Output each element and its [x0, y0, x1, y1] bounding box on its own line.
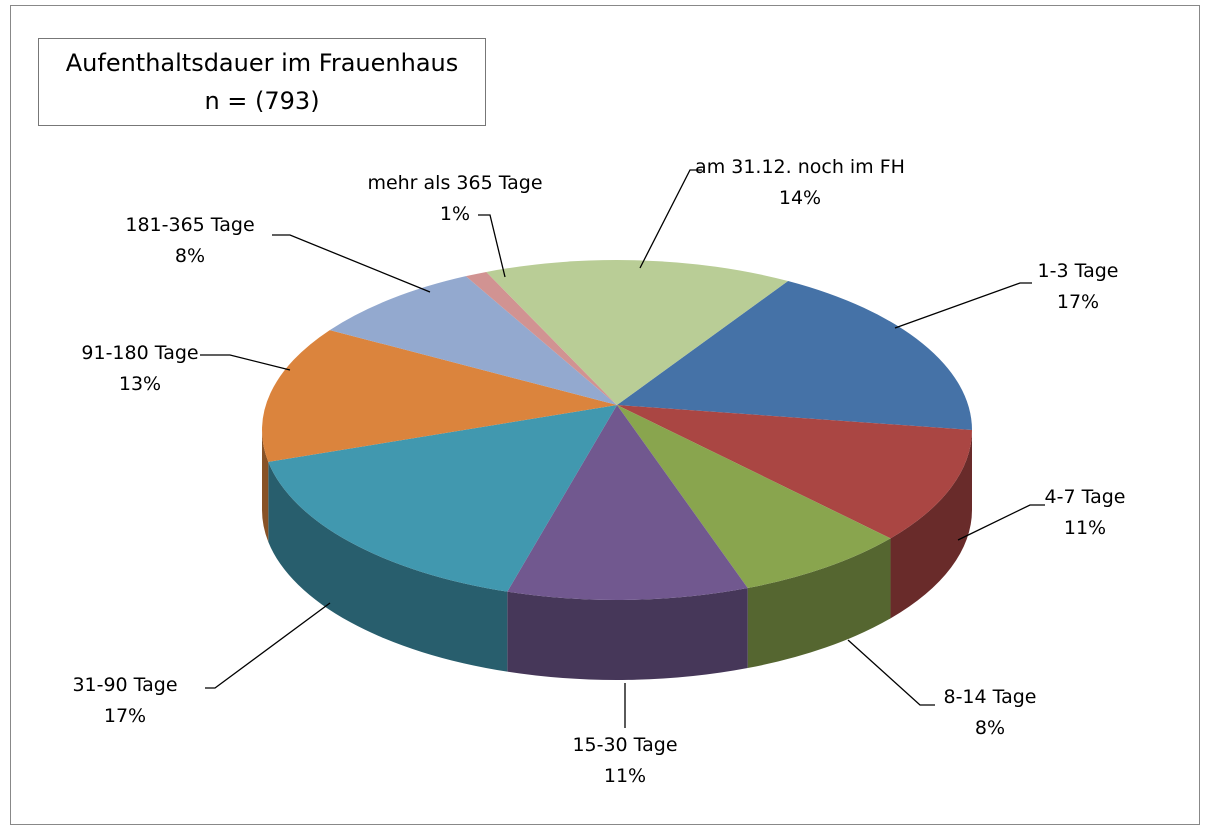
category-label: 4-7 Tage — [1044, 486, 1126, 508]
title-box: Aufenthaltsdauer im Frauenhaus n = (793) — [38, 38, 486, 126]
slice-label: 31-90 Tage 17% — [25, 670, 225, 732]
leader-line — [200, 354, 291, 371]
value-label: 17% — [1056, 291, 1100, 313]
slice-label: 4-7 Tage 11% — [985, 482, 1185, 544]
slice-label: 91-180 Tage 13% — [40, 338, 240, 400]
category-label: 1-3 Tage — [1037, 260, 1119, 282]
slice-label: 1-3 Tage 17% — [978, 256, 1178, 318]
chart-frame — [10, 5, 1200, 825]
slice — [261, 330, 617, 462]
slice — [617, 405, 972, 539]
leader-line — [205, 602, 331, 689]
category-label: 8-14 Tage — [943, 686, 1037, 708]
slice-label: 181-365 Tage 8% — [90, 210, 290, 272]
chart-subtitle: n = (793) — [204, 87, 320, 115]
value-label: 8% — [974, 717, 1006, 739]
category-label: 31-90 Tage — [72, 674, 178, 696]
slice-label: 15-30 Tage 11% — [525, 730, 725, 792]
value-label: 11% — [603, 765, 647, 787]
slice-side — [507, 588, 748, 680]
category-label: am 31.12. noch im FH — [695, 156, 905, 178]
slice-label: mehr als 365 Tage 1% — [335, 168, 575, 230]
slice — [465, 271, 617, 405]
leader-line — [847, 639, 935, 706]
leader-line — [272, 234, 431, 293]
value-label: 13% — [118, 373, 162, 395]
slice — [329, 276, 617, 405]
chart-title: Aufenthaltsdauer im Frauenhaus — [65, 49, 459, 77]
category-label: 181-365 Tage — [125, 214, 255, 236]
slice — [617, 281, 972, 430]
slice — [486, 260, 789, 405]
slice — [268, 405, 617, 592]
leader-line — [957, 504, 1045, 541]
slice-side — [268, 461, 508, 672]
slice — [507, 405, 748, 601]
value-label: 1% — [439, 203, 471, 225]
value-label: 14% — [778, 187, 822, 209]
leader-line — [639, 169, 702, 269]
category-label: mehr als 365 Tage — [367, 172, 543, 194]
value-label: 8% — [174, 245, 206, 267]
leader-line — [894, 282, 1032, 329]
category-label: 91-180 Tage — [81, 342, 199, 364]
category-label: 15-30 Tage — [572, 734, 678, 756]
slice-side — [890, 430, 972, 619]
slice — [617, 405, 891, 589]
value-label: 17% — [103, 705, 147, 727]
leader-line — [478, 214, 506, 278]
value-label: 11% — [1063, 517, 1107, 539]
slice-side — [262, 430, 269, 542]
slice-side — [747, 538, 891, 669]
slice-label: 8-14 Tage 8% — [890, 682, 1090, 744]
slice-label: am 31.12. noch im FH 14% — [688, 152, 913, 214]
